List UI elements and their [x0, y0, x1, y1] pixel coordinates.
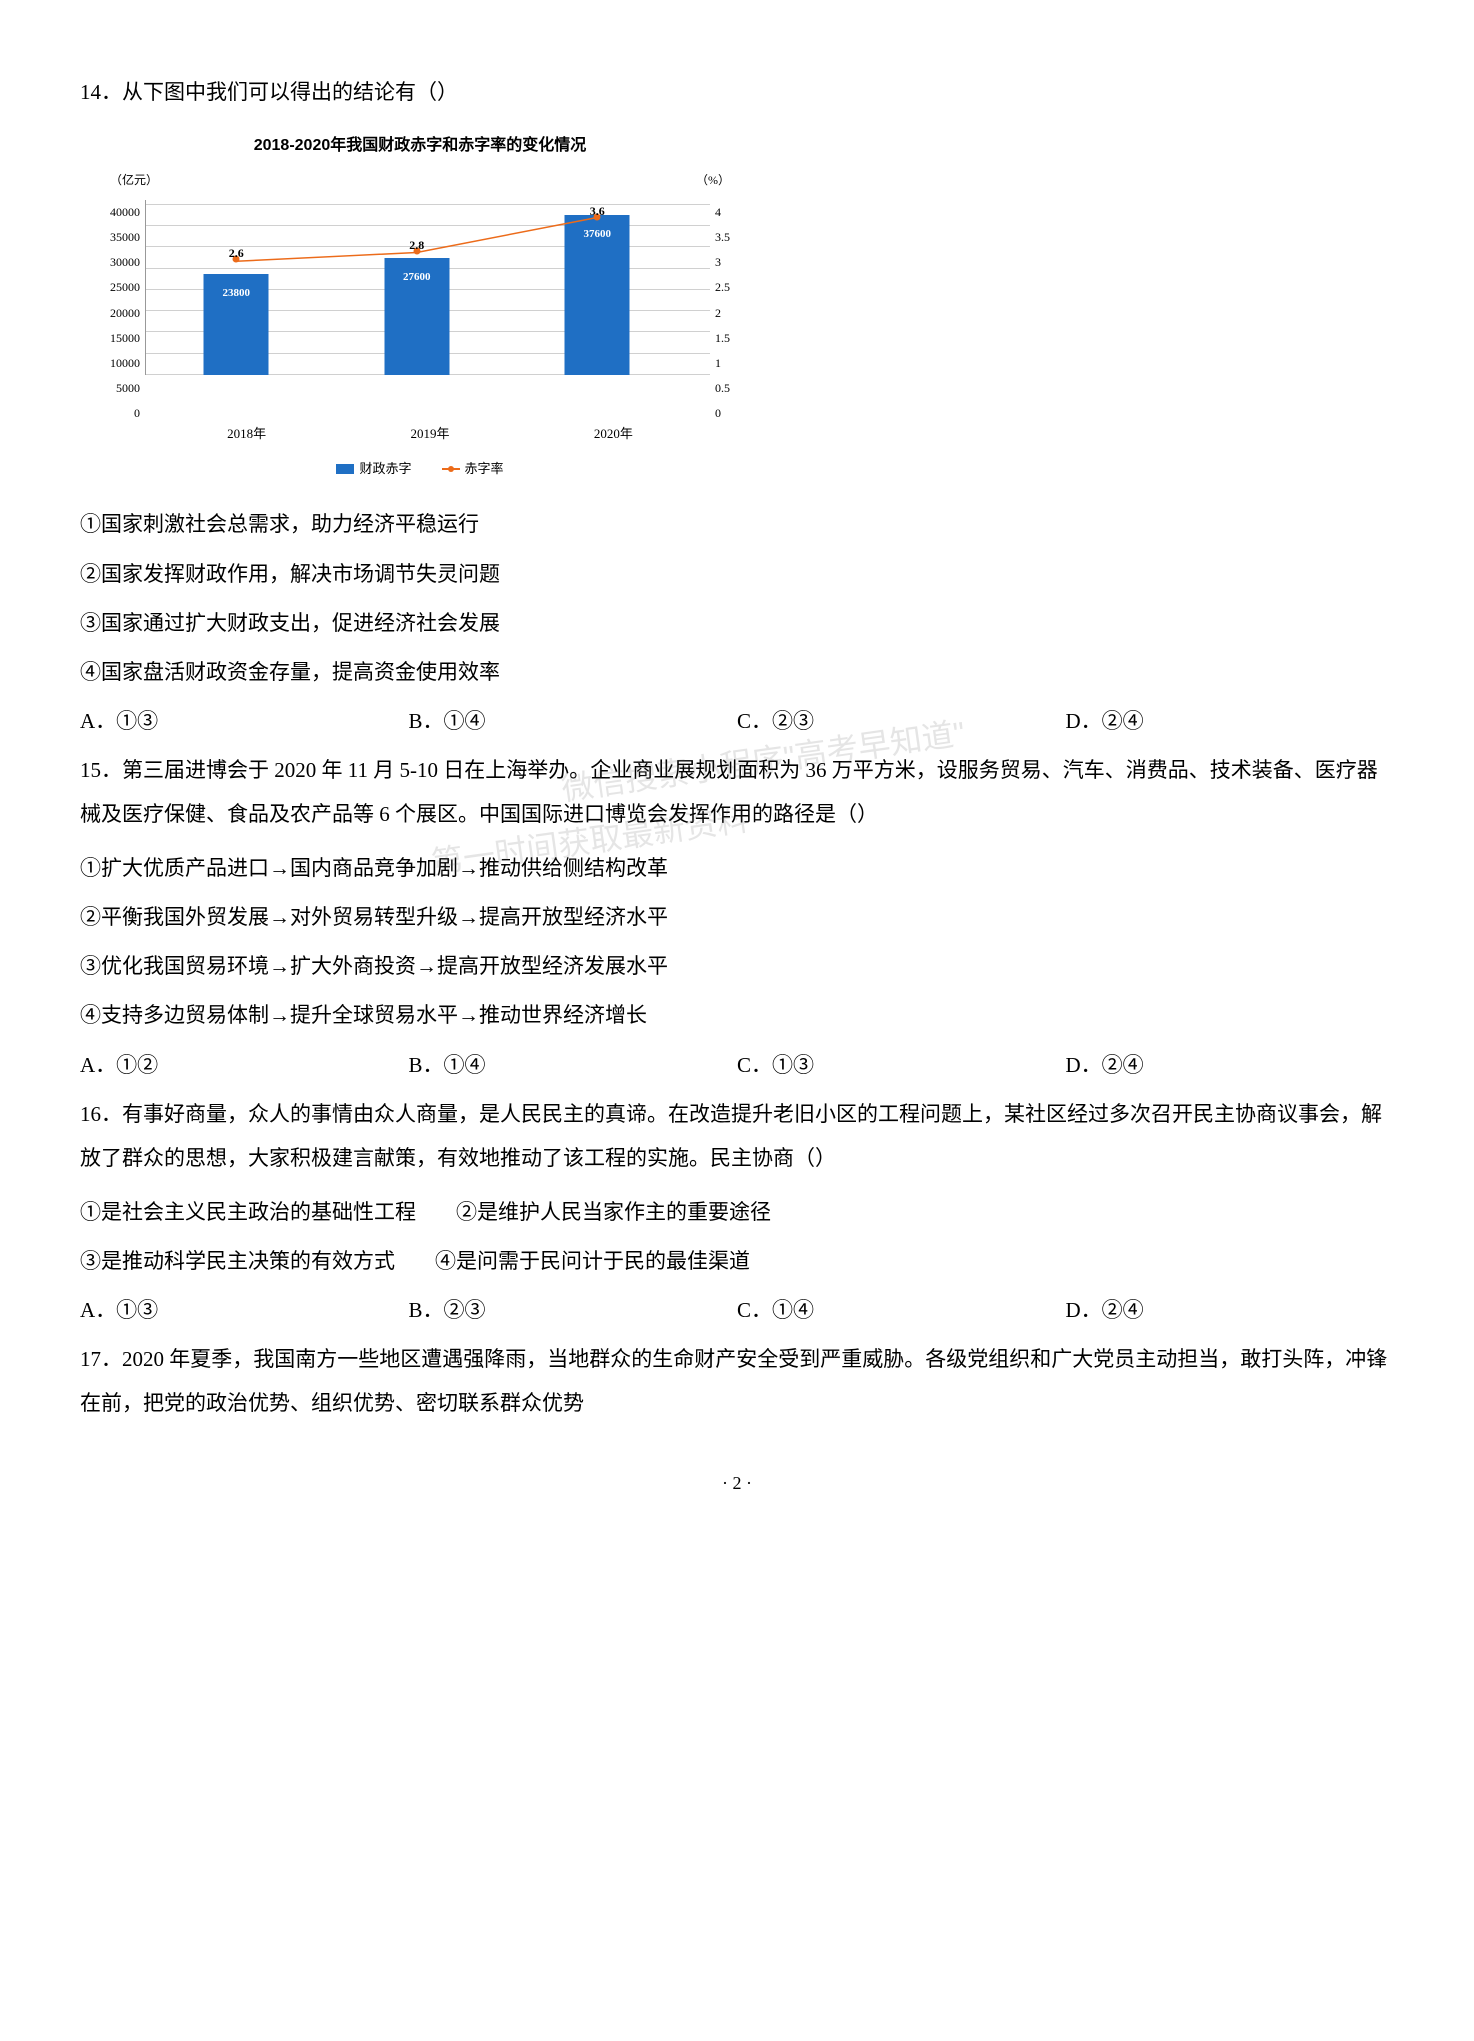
q15-opt-a: A．①② [80, 1043, 409, 1087]
q16-text: 16．有事好商量，众人的事情由众人商量，是人民民主的真谛。在改造提升老旧小区的工… [80, 1092, 1394, 1180]
chart-legend: 财政赤字 赤字率 [110, 455, 730, 482]
q16-statement: ①是社会主义民主政治的基础性工程 [80, 1190, 416, 1234]
x-tick: 2018年 [227, 420, 266, 447]
q16-statement: ③是推动科学民主决策的有效方式 [80, 1239, 395, 1283]
q14-opt-d: D．②④ [1066, 699, 1395, 743]
q15-statement: ①扩大优质产品进口→国内商品竞争加剧→推动供给侧结构改革 [80, 846, 1394, 890]
q15-opt-d: D．②④ [1066, 1043, 1395, 1087]
legend-bar-label: 财政赤字 [359, 455, 411, 482]
chart-bar: 23800 [204, 274, 269, 375]
q16-row1: ①是社会主义民主政治的基础性工程 ②是维护人民当家作主的重要途径 [80, 1190, 1394, 1234]
legend-line: 赤字率 [442, 455, 504, 482]
x-axis: 2018年 2019年 2020年 [155, 420, 705, 447]
q15-statement: ③优化我国贸易环境→扩大外商投资→提高开放型经济发展水平 [80, 944, 1394, 988]
chart-bar: 37600 [565, 215, 630, 375]
q15-statement: ④支持多边贸易体制→提升全球贸易水平→推动世界经济增长 [80, 993, 1394, 1037]
legend-line-label: 赤字率 [465, 455, 504, 482]
q14-opt-a: A．①③ [80, 699, 409, 743]
q15-text: 15．第三届进博会于 2020 年 11 月 5-10 日在上海举办。企业商业展… [80, 748, 1394, 836]
q14-opt-b: B．①④ [409, 699, 738, 743]
y-right-label: （%） [696, 168, 730, 193]
chart-title: 2018-2020年我国财政赤字和赤字率的变化情况 [110, 129, 730, 163]
chart-bar: 27600 [384, 258, 449, 375]
q17-text: 17．2020 年夏季，我国南方一些地区遭遇强降雨，当地群众的生命财产安全受到严… [80, 1337, 1394, 1425]
page-footer: · 2 · [80, 1465, 1394, 1503]
q16-opt-c: C．①④ [737, 1288, 1066, 1332]
y-axis-left: 4000035000300002500020000150001000050000 [110, 200, 145, 370]
q15-options: A．①② B．①④ C．①③ D．②④ [80, 1043, 1394, 1087]
q15-opt-c: C．①③ [737, 1043, 1066, 1087]
q14-statement: ③国家通过扩大财政支出，促进经济社会发展 [80, 601, 1394, 645]
q14-statement: ④国家盘活财政资金存量，提高资金使用效率 [80, 650, 1394, 694]
q16-opt-d: D．②④ [1066, 1288, 1395, 1332]
q14-statement: ②国家发挥财政作用，解决市场调节失灵问题 [80, 552, 1394, 596]
q14-prompt: 14．从下图中我们可以得出的结论有（） [80, 70, 1394, 114]
x-tick: 2020年 [594, 420, 633, 447]
q16-row2: ③是推动科学民主决策的有效方式 ④是问需于民问计于民的最佳渠道 [80, 1239, 1394, 1283]
y-left-label: （亿元） [110, 168, 158, 193]
q15-statement: ②平衡我国外贸发展→对外贸易转型升级→提高开放型经济水平 [80, 895, 1394, 939]
legend-bar: 财政赤字 [336, 455, 411, 482]
chart-area: 4000035000300002500020000150001000050000… [110, 195, 730, 415]
q16-statement: ④是问需于民问计于民的最佳渠道 [435, 1239, 750, 1283]
q16-statement: ②是维护人民当家作主的重要途径 [456, 1190, 771, 1234]
q16-opt-b: B．②③ [409, 1288, 738, 1332]
q14-statement: ①国家刺激社会总需求，助力经济平稳运行 [80, 502, 1394, 546]
chart-plot: 2380027600376002.62.83.6 [145, 200, 710, 375]
chart-container: 2018-2020年我国财政赤字和赤字率的变化情况 （亿元） （%） 40000… [110, 129, 730, 482]
y-axis-right: 43.532.521.510.50 [710, 200, 730, 370]
q16-options: A．①③ B．②③ C．①④ D．②④ [80, 1288, 1394, 1332]
q14-opt-c: C．②③ [737, 699, 1066, 743]
q14-options: A．①③ B．①④ C．②③ D．②④ [80, 699, 1394, 743]
q16-opt-a: A．①③ [80, 1288, 409, 1332]
x-tick: 2019年 [410, 420, 449, 447]
q15-opt-b: B．①④ [409, 1043, 738, 1087]
